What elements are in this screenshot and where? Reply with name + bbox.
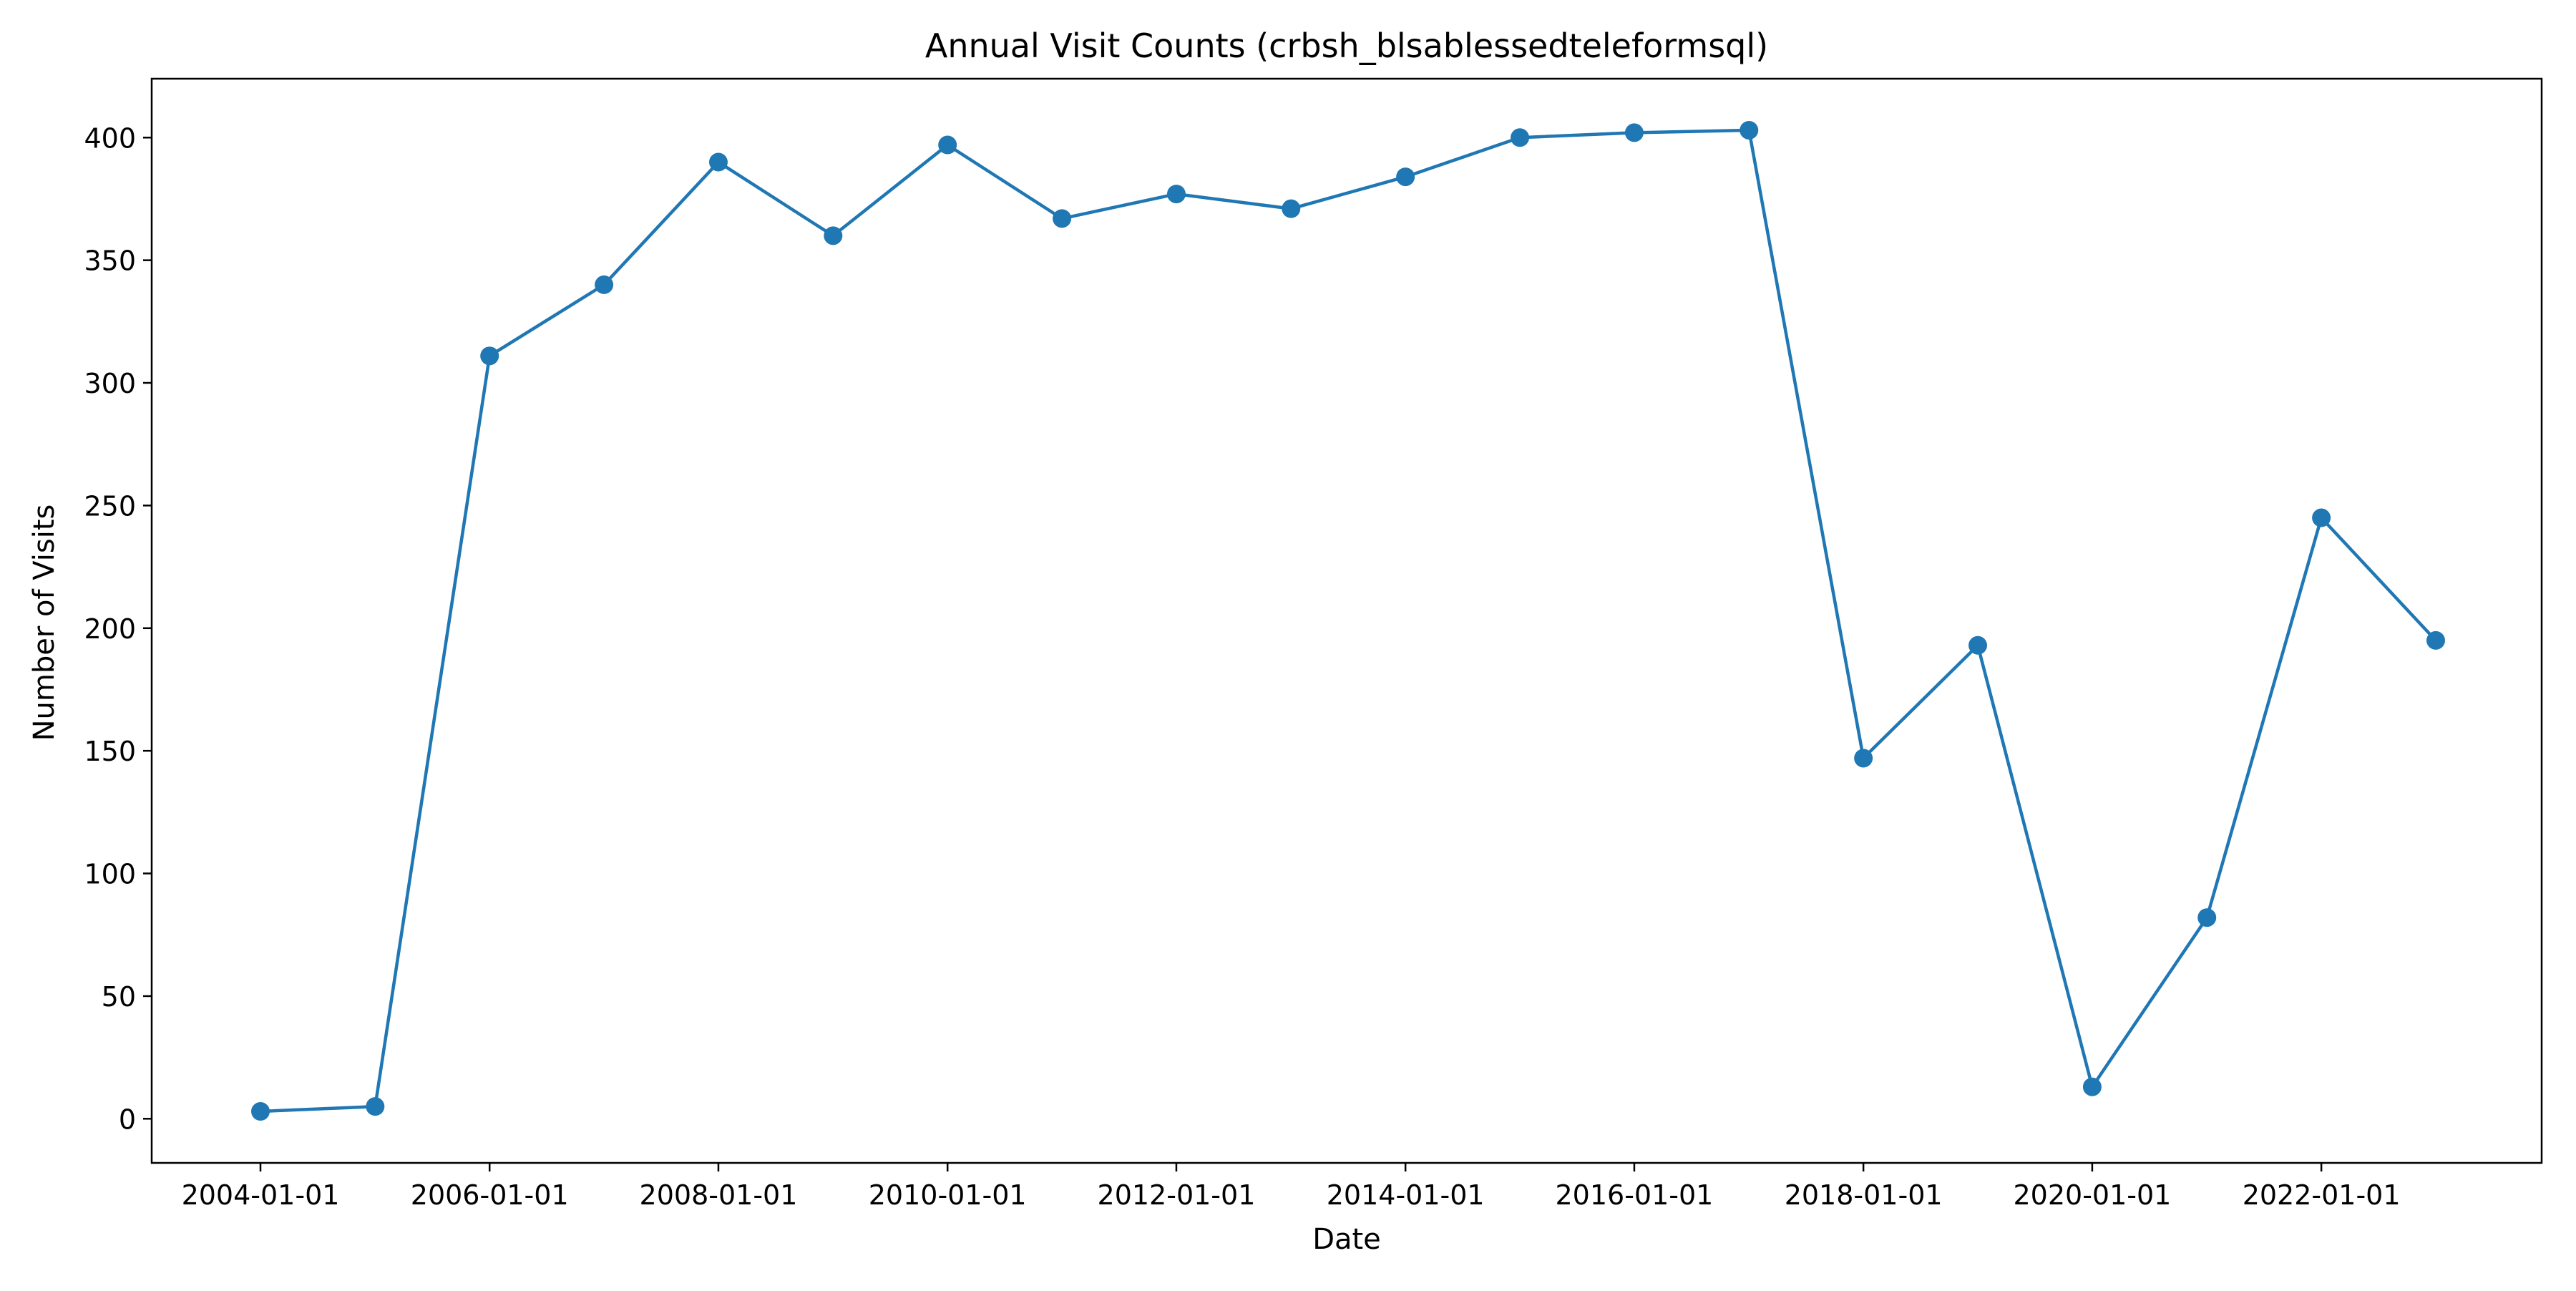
y-tick-label: 0 (119, 1104, 136, 1135)
y-tick-label: 200 (84, 613, 136, 645)
data-point (938, 135, 957, 155)
x-tick-label: 2018-01-01 (1785, 1179, 1943, 1211)
y-tick-label: 300 (84, 368, 136, 399)
data-point (595, 275, 614, 294)
x-tick-label: 2022-01-01 (2243, 1179, 2401, 1211)
x-tick-label: 2006-01-01 (411, 1179, 569, 1211)
data-point (2197, 908, 2217, 927)
x-axis-label: Date (1312, 1223, 1381, 1256)
x-tick-label: 2016-01-01 (1556, 1179, 1714, 1211)
y-tick-label: 100 (84, 859, 136, 890)
x-tick-label: 2014-01-01 (1327, 1179, 1485, 1211)
x-axis-ticks: 2004-01-01 2006-01-01 2008-01-01 2010-01-01… (182, 1163, 2401, 1211)
data-point (2082, 1077, 2102, 1096)
data-point (1624, 123, 1644, 142)
y-axis-ticks: 0 50 100 150 200 250 300 350 400 (84, 122, 152, 1135)
x-tick-label: 2008-01-01 (640, 1179, 798, 1211)
series-line (260, 128, 2437, 1114)
data-point (824, 226, 843, 245)
y-tick-label: 250 (84, 490, 136, 522)
data-point (251, 1102, 270, 1121)
plot-area-frame (150, 77, 2543, 1164)
data-point (366, 1097, 385, 1116)
data-point (1968, 635, 1988, 655)
x-tick-label: 2004-01-01 (182, 1179, 340, 1211)
y-tick-label: 50 (102, 981, 136, 1013)
data-point (480, 346, 499, 366)
data-point (2426, 630, 2445, 650)
y-axis-label: Number of Visits (28, 505, 61, 741)
data-point (708, 152, 728, 172)
data-point (1740, 120, 1759, 140)
data-point (1854, 749, 1873, 768)
y-tick-label: 400 (84, 122, 136, 154)
y-tick-label: 350 (84, 245, 136, 277)
chart-title: Annual Visit Counts (crbsh_blsablessedte… (925, 26, 1768, 65)
data-point (1511, 128, 1530, 147)
data-point (1396, 167, 1415, 187)
data-point (1282, 199, 1301, 218)
data-point (1166, 185, 1186, 204)
x-tick-label: 2012-01-01 (1098, 1179, 1256, 1211)
x-tick-label: 2020-01-01 (2013, 1179, 2171, 1211)
data-point (1053, 209, 1072, 228)
y-tick-label: 150 (84, 736, 136, 767)
series-group (251, 120, 2445, 1121)
x-tick-label: 2010-01-01 (869, 1179, 1027, 1211)
data-point (2312, 508, 2331, 527)
